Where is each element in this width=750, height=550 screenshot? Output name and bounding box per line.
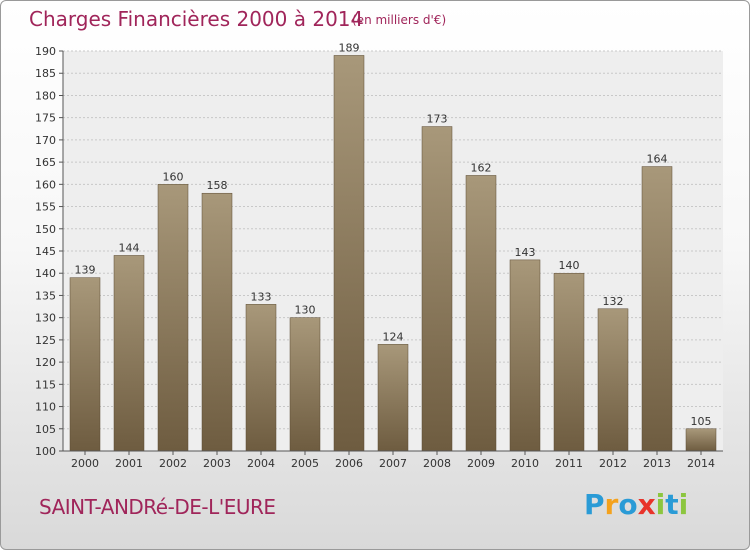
bar-2003 bbox=[201, 192, 233, 452]
y-tick-label: 170 bbox=[35, 134, 56, 147]
y-tick-label: 160 bbox=[35, 178, 56, 191]
x-tick-label: 2009 bbox=[467, 457, 495, 470]
x-tick-label: 2011 bbox=[555, 457, 583, 470]
bar-2002 bbox=[157, 184, 189, 452]
y-tick-label: 175 bbox=[35, 112, 56, 125]
data-label-2009: 162 bbox=[471, 161, 492, 174]
x-tick-label: 2005 bbox=[291, 457, 319, 470]
y-tick-label: 155 bbox=[35, 201, 56, 214]
x-tick-label: 2013 bbox=[643, 457, 671, 470]
bar-2004 bbox=[245, 304, 277, 452]
x-tick-label: 2002 bbox=[159, 457, 187, 470]
bar-2009 bbox=[465, 175, 497, 452]
logo-letter: i bbox=[678, 488, 689, 521]
bars bbox=[69, 55, 717, 452]
data-label-2000: 139 bbox=[75, 264, 96, 277]
y-tick-label: 115 bbox=[35, 378, 56, 391]
data-label-2002: 160 bbox=[163, 170, 184, 183]
bar-2006 bbox=[333, 55, 365, 452]
x-axis-ticks: 2000 2001 2002 2003 2004 2005 2006 2007 2008 2009… bbox=[71, 451, 715, 470]
x-tick-label: 2000 bbox=[71, 457, 99, 470]
x-tick-label: 2010 bbox=[511, 457, 539, 470]
data-label-2001: 144 bbox=[119, 241, 140, 254]
x-tick-label: 2012 bbox=[599, 457, 627, 470]
data-label-2011: 140 bbox=[559, 259, 580, 272]
chart-subtitle: (en milliers d'€) bbox=[352, 13, 447, 27]
chart-title: Charges Financières 2000 à 2014 bbox=[29, 7, 364, 31]
data-label-2013: 164 bbox=[647, 153, 668, 166]
y-tick-label: 165 bbox=[35, 156, 56, 169]
bar-2011 bbox=[553, 272, 585, 452]
data-label-2012: 132 bbox=[603, 295, 624, 308]
y-tick-label: 190 bbox=[35, 45, 56, 58]
y-tick-label: 130 bbox=[35, 312, 56, 325]
x-tick-label: 2006 bbox=[335, 457, 363, 470]
logo-letter: t bbox=[665, 488, 679, 521]
x-tick-label: 2008 bbox=[423, 457, 451, 470]
y-tick-label: 150 bbox=[35, 223, 56, 236]
bar-2010 bbox=[509, 259, 541, 452]
data-label-2005: 130 bbox=[295, 304, 316, 317]
data-label-2003: 158 bbox=[207, 179, 228, 192]
commune-name: SAINT-ANDRé-DE-L'EURE bbox=[39, 495, 276, 519]
data-label-2014: 105 bbox=[691, 415, 712, 428]
data-label-2007: 124 bbox=[383, 330, 404, 343]
data-label-2006: 189 bbox=[339, 41, 360, 54]
logo-letter: i bbox=[655, 488, 666, 521]
y-tick-label: 135 bbox=[35, 289, 56, 302]
data-label-2010: 143 bbox=[515, 246, 536, 259]
data-labels: 139 144 160 158 133 130 189 124 173 162 143 140 132 1… bbox=[75, 41, 712, 427]
y-tick-label: 145 bbox=[35, 245, 56, 258]
y-tick-label: 110 bbox=[35, 401, 56, 414]
x-tick-label: 2003 bbox=[203, 457, 231, 470]
bar-2008 bbox=[421, 126, 453, 452]
y-tick-label: 140 bbox=[35, 267, 56, 280]
bar-2013 bbox=[641, 166, 673, 452]
x-tick-label: 2007 bbox=[379, 457, 407, 470]
logo-letter: o bbox=[618, 488, 638, 521]
y-tick-label: 105 bbox=[35, 423, 56, 436]
proxiti-logo: Proxiti bbox=[584, 488, 688, 521]
logo-letter: x bbox=[637, 488, 656, 521]
bar-2014 bbox=[685, 428, 717, 452]
x-tick-label: 2001 bbox=[115, 457, 143, 470]
logo-letter: P bbox=[584, 488, 605, 521]
bar-2007 bbox=[377, 344, 409, 452]
x-tick-label: 2014 bbox=[687, 457, 715, 470]
y-axis-ticks: 100 105 110 115 120 125 130 135 140 145 150 155 160 1… bbox=[35, 45, 63, 458]
bar-2000 bbox=[69, 277, 101, 452]
y-tick-label: 185 bbox=[35, 67, 56, 80]
y-tick-label: 120 bbox=[35, 356, 56, 369]
logo-letter: r bbox=[604, 488, 619, 521]
y-tick-label: 100 bbox=[35, 445, 56, 458]
bar-2012 bbox=[597, 308, 629, 452]
y-tick-label: 125 bbox=[35, 334, 56, 347]
data-label-2004: 133 bbox=[251, 290, 272, 303]
bar-2001 bbox=[113, 255, 145, 452]
x-tick-label: 2004 bbox=[247, 457, 275, 470]
y-tick-label: 180 bbox=[35, 89, 56, 102]
bar-2005 bbox=[289, 317, 321, 452]
data-label-2008: 173 bbox=[427, 113, 448, 126]
